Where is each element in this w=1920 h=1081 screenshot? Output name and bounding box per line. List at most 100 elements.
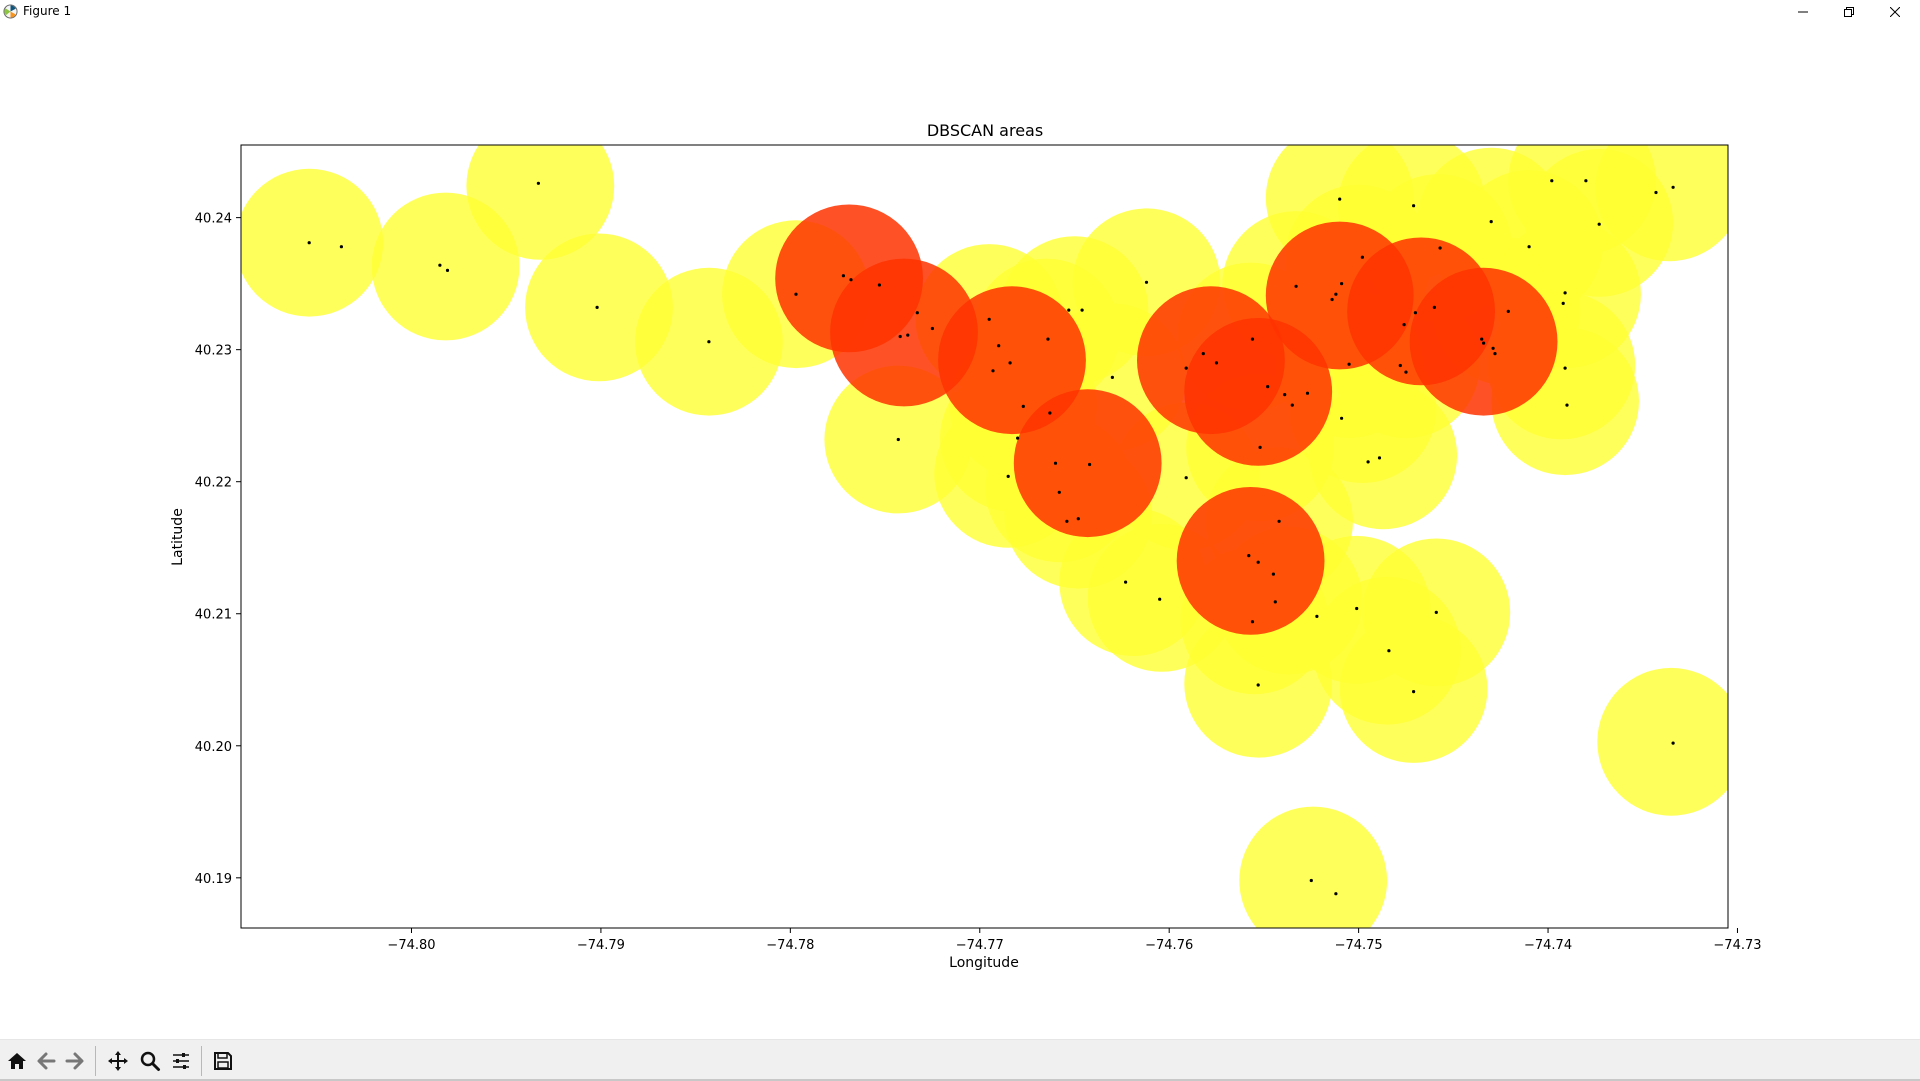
data-point: [1283, 393, 1287, 397]
data-point: [1413, 311, 1417, 315]
y-tick-label: 40.22: [195, 476, 232, 491]
data-point: [1527, 245, 1531, 249]
data-point: [1347, 362, 1351, 366]
data-point: [794, 292, 798, 296]
pan-move-icon: [108, 1051, 128, 1071]
minimize-button[interactable]: [1780, 0, 1826, 24]
data-point: [1006, 474, 1010, 478]
data-point: [1565, 403, 1569, 407]
data-point: [1080, 308, 1084, 312]
data-point: [877, 283, 882, 287]
save-floppy-icon: [214, 1052, 232, 1070]
data-point: [1016, 436, 1020, 440]
data-point: [1110, 375, 1114, 379]
data-point: [1065, 519, 1069, 523]
data-point: [1387, 649, 1391, 653]
data-point: [1482, 341, 1486, 345]
data-point: [1273, 600, 1277, 604]
data-point: [1158, 597, 1162, 601]
x-tick-label: −74.80: [387, 938, 435, 953]
data-point: [1250, 620, 1255, 624]
point-layer: [307, 179, 1675, 896]
toolbar-separator: [95, 1046, 96, 1076]
data-point: [1432, 305, 1436, 309]
y-tick-label: 40.20: [195, 740, 232, 755]
data-point: [1201, 352, 1205, 356]
data-point: [1412, 690, 1416, 694]
navigation-toolbar: [0, 1039, 1920, 1081]
x-tick-label: −74.79: [577, 938, 625, 953]
y-tick-label: 40.24: [195, 212, 232, 227]
y-tick-label: 40.23: [195, 344, 232, 359]
back-button[interactable]: [32, 1047, 60, 1075]
scatter-chart: DBSCAN areas −74.80 −74.79 −74.78 −74.77 −74…: [170, 121, 1762, 971]
data-point: [1398, 363, 1402, 368]
pan-button[interactable]: [104, 1047, 132, 1075]
data-point: [536, 181, 541, 185]
data-point: [1506, 309, 1510, 313]
zoom-magnifier-icon: [140, 1051, 160, 1071]
configure-subplots-button[interactable]: [167, 1047, 195, 1075]
close-button[interactable]: [1872, 0, 1918, 24]
restore-button[interactable]: [1826, 0, 1872, 24]
cluster-area-circle: [938, 286, 1086, 435]
forward-button[interactable]: [61, 1047, 89, 1075]
data-point: [1294, 284, 1298, 288]
data-point: [1340, 416, 1344, 420]
data-point: [1214, 361, 1219, 365]
data-point: [1412, 204, 1416, 208]
data-point: [1561, 301, 1565, 305]
data-point: [1271, 572, 1275, 576]
data-point: [1563, 291, 1567, 295]
data-point: [1184, 366, 1188, 370]
x-axis: −74.80 −74.79 −74.78 −74.77 −74.76 −74.75 −74.…: [387, 928, 1762, 953]
data-point: [1360, 255, 1364, 259]
zoom-button[interactable]: [136, 1047, 164, 1075]
data-point: [1671, 741, 1675, 745]
cluster-area-circle: [1176, 487, 1325, 635]
y-tick-label: 40.19: [195, 872, 232, 887]
area-layer: [241, 145, 1728, 928]
data-point: [1491, 346, 1495, 350]
data-point: [1124, 580, 1128, 584]
save-button[interactable]: [209, 1047, 237, 1075]
data-point: [1258, 445, 1262, 449]
data-point: [991, 369, 995, 373]
noise-area-circle: [1239, 806, 1388, 928]
data-point: [1355, 606, 1359, 611]
data-point: [1330, 297, 1334, 302]
y-tick-label: 40.21: [195, 608, 232, 623]
data-point: [1438, 246, 1442, 250]
x-tick-label: −74.76: [1145, 938, 1193, 953]
data-point: [1266, 385, 1270, 389]
data-point: [307, 241, 311, 245]
home-icon: [8, 1053, 26, 1069]
noise-area-circle: [241, 168, 384, 317]
data-point: [1057, 490, 1061, 494]
data-point: [1340, 282, 1344, 286]
data-point: [445, 268, 450, 272]
minimize-icon: [1798, 11, 1808, 13]
data-point: [1563, 366, 1567, 370]
restore-icon: [1844, 7, 1854, 17]
x-tick-label: −74.78: [766, 938, 814, 953]
back-arrow-icon: [37, 1052, 56, 1070]
data-point: [1334, 292, 1338, 296]
sliders-icon: [173, 1053, 189, 1069]
data-point: [1250, 337, 1255, 341]
data-point: [1404, 370, 1408, 374]
toolbar-separator: [201, 1046, 202, 1076]
home-button[interactable]: [3, 1047, 31, 1075]
window-titlebar: Figure 1: [0, 0, 1920, 24]
figure-canvas[interactable]: DBSCAN areas −74.80 −74.79 −74.78 −74.77 −74…: [0, 24, 1920, 1039]
data-point: [1088, 462, 1092, 467]
data-point: [1402, 323, 1406, 327]
data-point: [1338, 197, 1342, 201]
data-point: [1046, 337, 1050, 341]
window-title: Figure 1: [23, 4, 72, 18]
x-tick-label: −74.74: [1524, 938, 1572, 953]
data-point: [1671, 185, 1675, 189]
data-point: [1377, 456, 1382, 460]
data-point: [1067, 308, 1071, 312]
noise-area-circle: [1595, 145, 1728, 262]
